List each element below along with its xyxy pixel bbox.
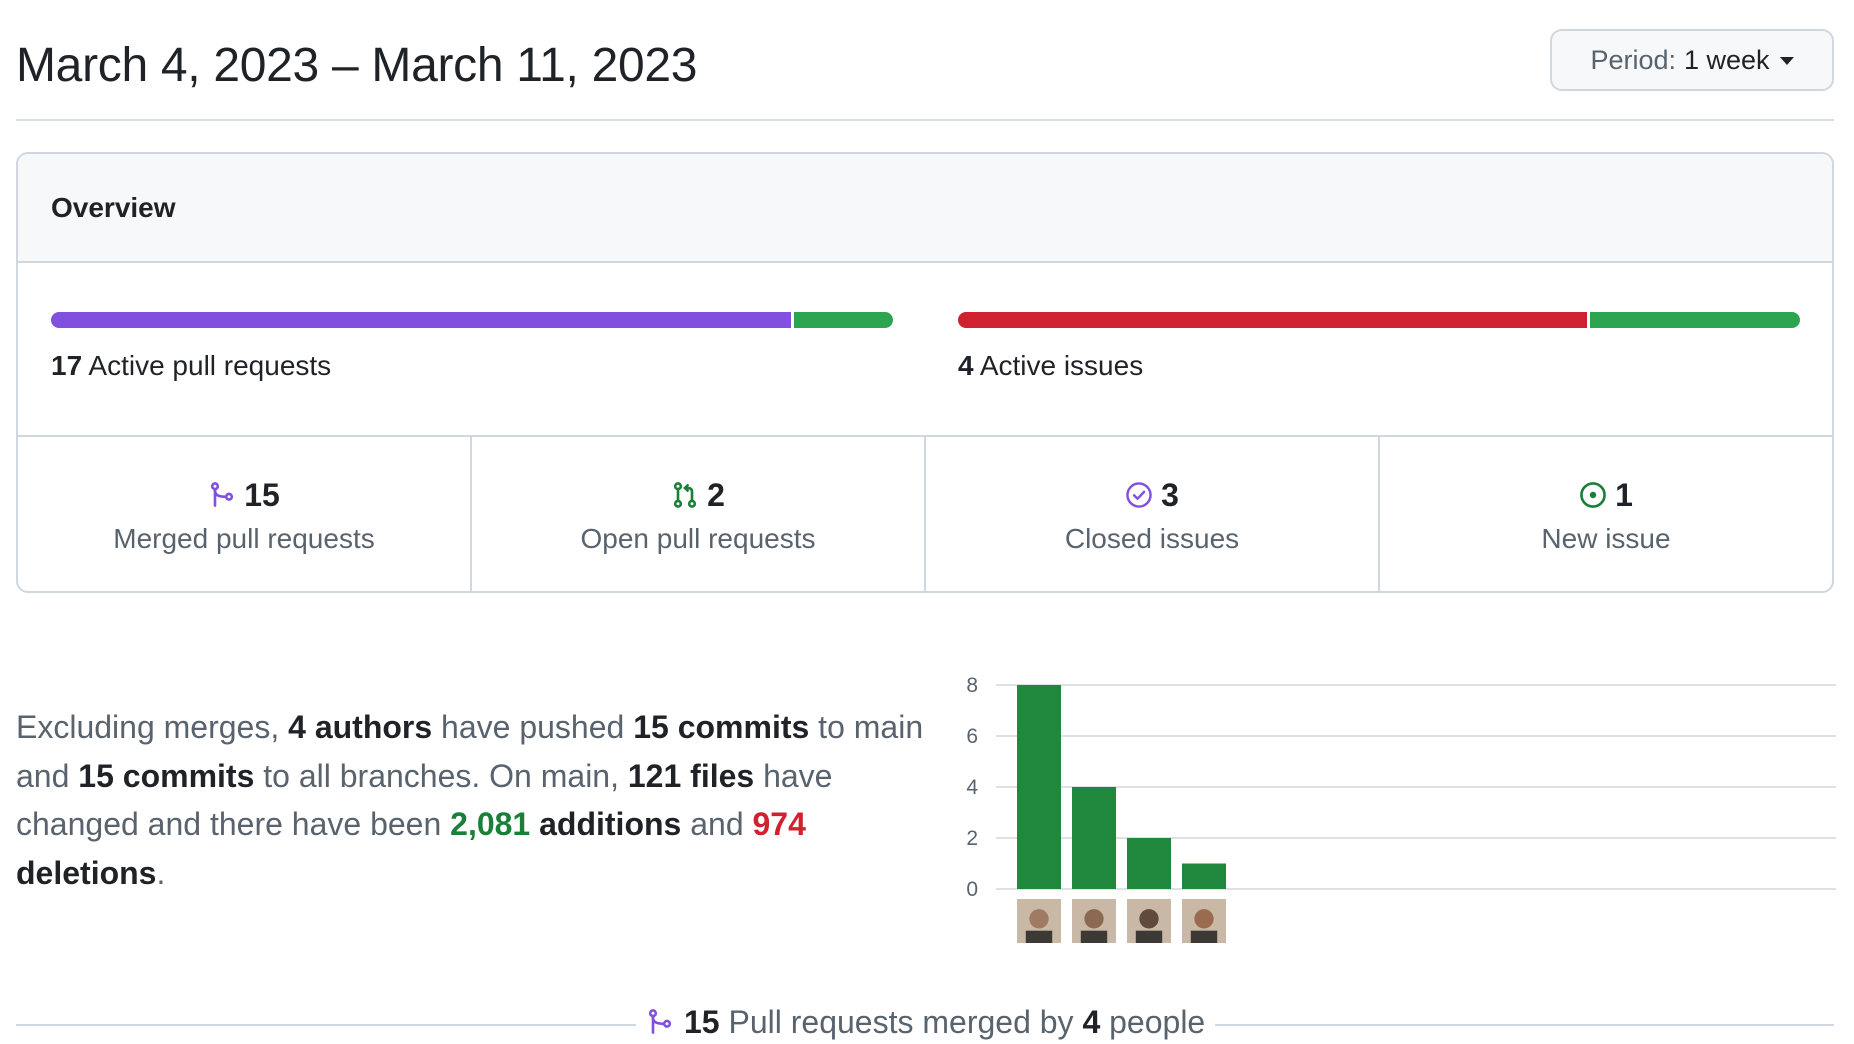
merged-pr-text: Pull requests merged by (719, 1003, 1083, 1040)
merged-count: 15 (244, 476, 280, 513)
active-issues-count: 4 (958, 350, 974, 381)
summary-text-1: Excluding merges, (16, 709, 289, 745)
author-avatar[interactable] (1182, 899, 1226, 943)
author-avatar[interactable] (1017, 899, 1061, 943)
period-label: Period: (1590, 44, 1676, 75)
overview-title: Overview (51, 191, 176, 223)
issues-closed-segment (958, 312, 1588, 328)
merged-label: Merged pull requests (113, 523, 375, 554)
open-label: Open pull requests (580, 523, 816, 554)
deletions-count: 974 (752, 806, 806, 842)
open-count: 2 (707, 476, 725, 513)
commit-summary: Excluding merges, 4 authors have pushed … (16, 703, 936, 897)
active-issues-label[interactable]: 4 Active issues (958, 350, 1800, 382)
git-pull-request-icon (673, 482, 697, 508)
merged-pull-requests-stat[interactable]: 15 Merged pull requests (18, 437, 472, 591)
pulse-page: March 4, 2023 – March 11, 2023 Period: 1… (16, 0, 1836, 1044)
commits-all-count: 15 commits (78, 757, 255, 794)
deletions-word: deletions (16, 854, 157, 891)
merged-pr-count: 15 (684, 1003, 720, 1040)
caret-down-icon (1779, 57, 1794, 65)
issue-closed-icon (1126, 482, 1152, 508)
closed-label: Closed issues (1064, 523, 1240, 554)
author-avatar[interactable] (1127, 899, 1171, 943)
commit-bar[interactable] (1072, 787, 1116, 889)
open-pull-requests-stat[interactable]: 2 Open pull requests (472, 437, 926, 591)
new-count: 1 (1615, 476, 1633, 513)
issues-summary: 4 Active issues (958, 312, 1800, 382)
pull-requests-summary: 17 Active pull requests (51, 312, 893, 382)
y-tick-label: 0 (966, 878, 978, 901)
new-label: New issue (1541, 523, 1671, 554)
issues-progress-bar (958, 312, 1800, 328)
additions-count: 2,081 (450, 806, 531, 842)
pull-requests-progress-bar (51, 312, 893, 328)
commit-bar[interactable] (1127, 838, 1171, 889)
additions-word: additions (530, 806, 682, 842)
commits-by-author-chart: 0 2 4 6 8 (966, 674, 1836, 943)
active-pull-requests-text: Active pull requests (88, 350, 332, 381)
merged-pull-requests-toggle[interactable]: 15 Pull requests merged by 4 people (636, 1000, 1216, 1044)
summary-text-4: to all branches. On main, (254, 757, 628, 794)
pulse-header: March 4, 2023 – March 11, 2023 Period: 1… (16, 0, 1834, 121)
active-pull-requests-count: 17 (51, 350, 83, 381)
summary-text-7: . (156, 854, 166, 891)
issues-new-segment (1590, 312, 1800, 328)
commit-bar[interactable] (1182, 863, 1226, 890)
active-pull-requests-label[interactable]: 17 Active pull requests (51, 350, 893, 382)
new-issue-stat[interactable]: 1 New issue (1380, 437, 1832, 591)
commits-main-count: 15 commits (633, 709, 810, 745)
git-merge-icon (211, 482, 234, 507)
date-range-title: March 4, 2023 – March 11, 2023 (16, 39, 698, 92)
pull-requests-merged-segment (51, 312, 792, 328)
summary-text-2: have pushed (432, 709, 634, 745)
summary-text-5: have changed and there have been (16, 757, 833, 843)
merged-people-count: 4 (1082, 1003, 1101, 1040)
y-tick-label: 2 (966, 827, 978, 850)
y-tick-label: 8 (966, 674, 978, 697)
period-dropdown-button[interactable]: Period: 1 week (1550, 29, 1834, 91)
commit-bar[interactable] (1017, 685, 1061, 889)
issue-opened-icon (1580, 482, 1606, 508)
merged-pull-requests-section: 15 Pull requests merged by 4 people (16, 1000, 1834, 1044)
git-merge-icon (648, 1009, 672, 1034)
y-tick-label: 4 (966, 776, 978, 799)
merged-people-text: people (1100, 1003, 1206, 1040)
overview-box: Overview 17 Active pull requests 4 Activ… (16, 152, 1834, 593)
overview-header: Overview (18, 154, 1832, 263)
period-value: 1 week (1684, 44, 1770, 75)
authors-count: 4 authors (288, 709, 433, 745)
pull-requests-open-segment (794, 312, 893, 328)
overview-bars: 17 Active pull requests 4 Active issues (18, 263, 1832, 437)
summary-text-6: and (681, 806, 753, 842)
active-issues-text: Active issues (979, 350, 1144, 381)
summary-text-3: to main and (16, 709, 924, 794)
author-avatar[interactable] (1072, 899, 1116, 943)
overview-stats: 15 Merged pull requests 2 Open pu (18, 437, 1832, 591)
files-changed-count: 121 files (627, 757, 755, 794)
closed-count: 3 (1161, 476, 1179, 513)
y-tick-label: 6 (966, 725, 978, 748)
closed-issues-stat[interactable]: 3 Closed issues (926, 437, 1380, 591)
